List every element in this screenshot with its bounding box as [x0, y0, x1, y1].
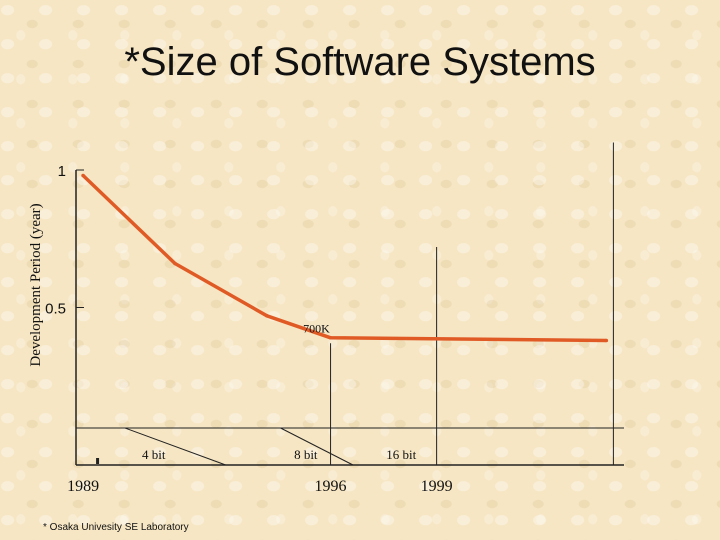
- series-line-0: [81, 174, 607, 343]
- diagonal-connector: [124, 427, 226, 466]
- x-year-label: 1999: [421, 478, 453, 495]
- x-year-label: 1989: [67, 478, 99, 495]
- y-tick-label: 1: [58, 163, 66, 180]
- series-point: [81, 173, 85, 178]
- diagonal-connector: [280, 427, 354, 466]
- footer-credit: * Osaka Univesity SE Laboratory: [43, 522, 189, 533]
- series-point: [173, 261, 177, 266]
- series-point: [604, 338, 609, 343]
- annotation-label: 700K: [303, 321, 330, 335]
- x-year-label: 1996: [315, 478, 347, 495]
- bit-label: 4 bit: [142, 447, 166, 462]
- y-axis-label: Development Period (year): [28, 203, 44, 366]
- bit-label: 8 bit: [294, 447, 318, 462]
- start-marker: [96, 458, 100, 464]
- bit-label: 16 bit: [386, 447, 416, 462]
- series-point: [265, 313, 269, 318]
- y-tick-label: 0.5: [45, 301, 66, 318]
- series-point: [328, 335, 333, 340]
- slide-title: *Size of Software Systems: [124, 40, 596, 84]
